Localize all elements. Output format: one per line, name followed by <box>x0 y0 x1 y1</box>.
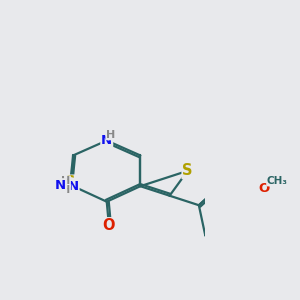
Text: H: H <box>61 185 70 195</box>
Text: H: H <box>61 176 70 186</box>
Text: CH₃: CH₃ <box>266 176 287 186</box>
Text: S: S <box>65 176 76 190</box>
Text: S: S <box>182 163 193 178</box>
Text: O: O <box>258 182 269 195</box>
Text: N: N <box>101 134 112 147</box>
Text: H: H <box>106 130 116 140</box>
Text: O: O <box>103 218 115 233</box>
Text: N: N <box>68 180 79 193</box>
Text: N: N <box>55 179 66 192</box>
